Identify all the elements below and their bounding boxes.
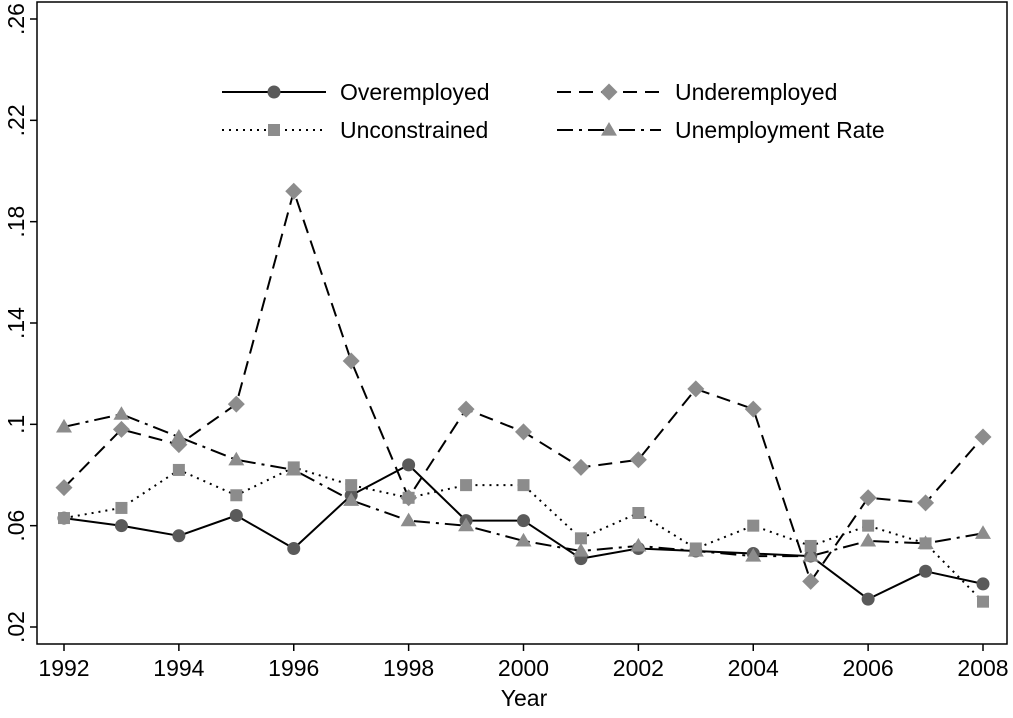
legend-marker-underemployed [600,83,618,101]
legend-label-underemployed: Underemployed [675,79,837,105]
data-point-underemployed [687,380,705,398]
data-point-unemployment-rate [458,517,475,532]
data-point-unemployment-rate [515,532,532,547]
y-tick-label: .1 [3,415,29,434]
data-point-unemployment-rate [400,512,417,527]
y-tick-label: .22 [3,104,29,136]
series-line-unconstrained [63,466,984,603]
data-point-unconstrained [115,501,128,514]
y-tick-label: .18 [3,206,29,238]
data-point-unconstrained [574,532,587,545]
data-point-unconstrained [345,479,358,492]
data-point-unconstrained [632,507,645,519]
legend-marker-unemployment-rate [601,122,617,136]
data-point-underemployed [285,182,303,200]
data-point-overemployed [402,458,416,472]
data-point-overemployed [172,529,186,543]
data-point-overemployed [114,519,128,533]
legend: Overemployed Underemployed Unconstrained Un… [222,79,885,143]
data-point-underemployed [572,458,590,476]
x-tick-label: 2006 [843,655,894,681]
x-tick-label: 2008 [957,655,1008,681]
data-point-underemployed [629,451,647,469]
y-tick-label: .14 [3,307,29,339]
data-point-underemployed [342,352,360,370]
data-point-unemployment-rate [56,418,72,433]
data-point-unemployment-rate [343,492,360,506]
data-point-underemployed [974,428,992,446]
data-point-unemployment-rate [687,543,704,557]
x-tick-label: 2000 [498,655,549,681]
data-point-overemployed [861,592,875,606]
x-tick-label: 2002 [613,655,664,681]
legend-label-unconstrained: Unconstrained [340,117,488,143]
data-point-unemployment-rate [860,532,877,547]
x-axis-title: Year [501,685,548,711]
data-point-unemployment-rate [572,543,589,557]
x-tick-label: 1992 [38,655,89,681]
y-tick-label: .26 [3,3,29,35]
data-point-unconstrained [517,479,530,492]
data-point-underemployed [917,494,935,512]
data-point-unconstrained [172,463,185,476]
data-point-unemployment-rate [802,548,819,562]
data-point-unconstrained [747,519,760,532]
data-point-underemployed [859,489,877,507]
x-tick-label: 2004 [728,655,779,681]
data-point-unemployment-rate [113,406,130,420]
data-point-overemployed [517,514,530,528]
data-point-unemployment-rate [975,525,991,539]
data-point-unconstrained [804,539,817,552]
data-point-unconstrained [402,491,415,504]
data-point-unemployment-rate [630,537,647,552]
data-point-overemployed [287,541,301,555]
data-point-underemployed [515,423,532,441]
data-point-unemployment-rate [745,548,762,562]
y-axis: .02 .06 .1 .14 .18 .22 .26 [3,3,37,643]
data-point-unemployment-rate [917,535,934,549]
data-point-underemployed [457,400,475,418]
series-markers [55,182,992,608]
x-tick-label: 1994 [153,655,204,681]
data-point-unconstrained [58,512,70,525]
data-point-underemployed [112,420,130,438]
data-point-underemployed [227,395,245,413]
y-tick-label: .02 [3,611,29,643]
legend-label-overemployed: Overemployed [340,79,490,105]
data-point-underemployed [744,400,762,418]
data-point-unconstrained [862,519,875,532]
data-point-unemployment-rate [170,429,187,443]
legend-marker-overemployed [267,85,281,99]
data-point-overemployed [976,577,990,591]
legend-marker-unconstrained [268,124,280,136]
data-point-unconstrained [460,479,473,492]
data-point-unemployment-rate [228,451,245,466]
data-point-overemployed [229,509,243,523]
data-point-unconstrained [977,595,989,608]
data-point-underemployed [802,572,820,590]
y-tick-label: .06 [3,510,29,542]
data-point-unconstrained [230,489,243,502]
plot-frame [36,1,1008,645]
series-line-unemployment-rate [63,413,984,558]
x-axis: 1992 1994 1996 1998 2000 2002 2004 2006 2008 [38,644,1009,681]
x-tick-label: 1998 [383,655,434,681]
legend-label-unemployment-rate: Unemployment Rate [675,117,885,143]
data-point-unemployment-rate [285,461,302,476]
data-point-overemployed [919,564,933,578]
data-point-underemployed [55,479,73,497]
x-tick-label: 1996 [268,655,319,681]
